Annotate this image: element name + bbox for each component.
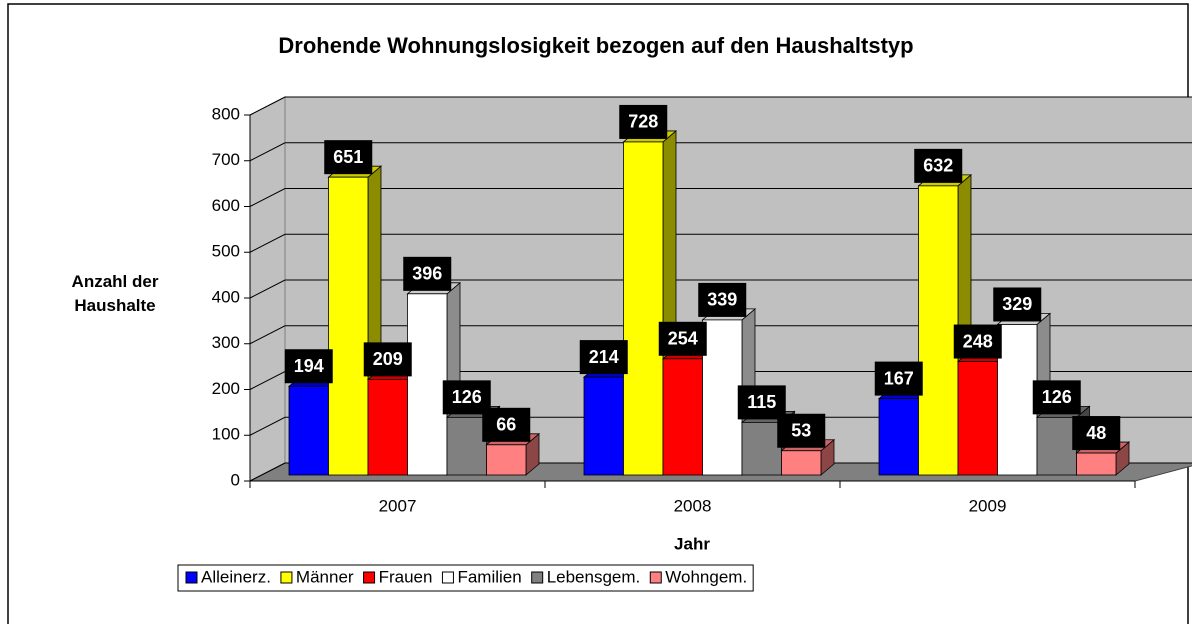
grid-line xyxy=(249,96,1192,116)
data-label-box xyxy=(403,256,452,291)
bar-front xyxy=(878,398,919,476)
data-label: 651 xyxy=(333,147,363,167)
data-label-box xyxy=(284,349,333,384)
x-tick-label: 2007 xyxy=(379,496,417,515)
bar-front xyxy=(662,358,703,476)
legend-swatch xyxy=(280,571,293,584)
grid-line xyxy=(249,142,1192,162)
bar-front xyxy=(288,385,329,476)
data-label-box xyxy=(363,342,412,377)
grid-line xyxy=(249,188,1192,207)
legend-swatch xyxy=(185,571,198,584)
y-tick-label: 600 xyxy=(212,196,240,215)
data-label: 329 xyxy=(1002,294,1032,314)
data-label: 126 xyxy=(452,387,482,407)
y-tick-label: 200 xyxy=(212,379,240,398)
data-label: 53 xyxy=(791,421,811,441)
y-tick-label: 800 xyxy=(212,104,240,123)
bar-front xyxy=(1036,416,1077,476)
y-tick-label: 100 xyxy=(212,425,240,444)
data-label: 126 xyxy=(1042,387,1072,407)
legend-label: Wohngem. xyxy=(665,567,747,586)
legend-swatch xyxy=(441,571,454,584)
data-label: 48 xyxy=(1086,423,1106,443)
grid-line xyxy=(249,233,1192,253)
y-tick-label: 500 xyxy=(212,242,240,261)
chart-title: Drohende Wohnungslosigkeit bezogen auf d… xyxy=(278,33,913,58)
legend-swatch xyxy=(531,571,544,584)
y-tick-label: 400 xyxy=(212,287,240,306)
y-axis-label: Anzahl der Haushalte xyxy=(71,272,159,315)
legend-label: Lebensgem. xyxy=(547,567,641,586)
y-tick-label: 0 xyxy=(231,470,240,489)
legend-label: Männer xyxy=(296,567,354,586)
data-label-box xyxy=(482,407,531,442)
data-label-box xyxy=(324,140,373,175)
x-tick-label: 2009 xyxy=(969,496,1007,515)
data-label-box xyxy=(874,361,923,396)
x-axis-label: Jahr xyxy=(674,534,710,553)
data-label-box xyxy=(914,148,963,183)
data-label-box xyxy=(698,282,747,317)
data-label: 209 xyxy=(373,349,403,369)
data-label: 396 xyxy=(412,264,442,284)
bar-front xyxy=(446,416,487,476)
bar xyxy=(327,165,383,476)
data-label-box xyxy=(777,413,826,448)
bar-front xyxy=(918,185,959,476)
y-tick-label: 300 xyxy=(212,333,240,352)
data-label-box xyxy=(993,287,1042,322)
data-label: 66 xyxy=(496,415,516,435)
grid-line xyxy=(249,279,1192,299)
legend-label: Familien xyxy=(457,567,521,586)
data-label: 339 xyxy=(707,290,737,310)
bar-front xyxy=(367,378,408,476)
data-label: 194 xyxy=(294,356,324,376)
legend-label: Frauen xyxy=(379,567,433,586)
data-label: 167 xyxy=(884,368,914,388)
bar-front xyxy=(623,141,664,476)
data-label: 254 xyxy=(668,329,698,349)
y-tick-label: 700 xyxy=(212,150,240,169)
bar-front xyxy=(583,376,624,476)
data-label: 248 xyxy=(963,331,993,351)
bar-front xyxy=(741,421,782,476)
legend-label: Alleinerz. xyxy=(201,567,271,586)
x-tick-label: 2008 xyxy=(674,496,712,515)
bar-front xyxy=(997,324,1038,476)
data-label: 214 xyxy=(589,347,619,367)
bar-front xyxy=(328,176,369,476)
data-label-box xyxy=(579,340,628,375)
data-label-box xyxy=(1072,416,1121,451)
legend-swatch xyxy=(363,571,376,584)
bar-front xyxy=(486,444,527,476)
data-label: 632 xyxy=(923,156,953,176)
bar-front xyxy=(702,319,743,476)
data-label-box xyxy=(737,385,786,420)
bar-front xyxy=(957,361,998,476)
data-label-box xyxy=(619,104,668,139)
legend-swatch xyxy=(649,571,662,584)
bar-front xyxy=(781,450,822,476)
data-label: 115 xyxy=(747,392,776,412)
grid-line xyxy=(249,325,1192,345)
bar-front xyxy=(1076,452,1117,476)
data-label-box xyxy=(1032,380,1081,415)
bar-front xyxy=(407,293,448,476)
data-label-box xyxy=(953,324,1002,359)
data-label-box xyxy=(658,321,707,356)
data-label: 728 xyxy=(628,112,658,132)
